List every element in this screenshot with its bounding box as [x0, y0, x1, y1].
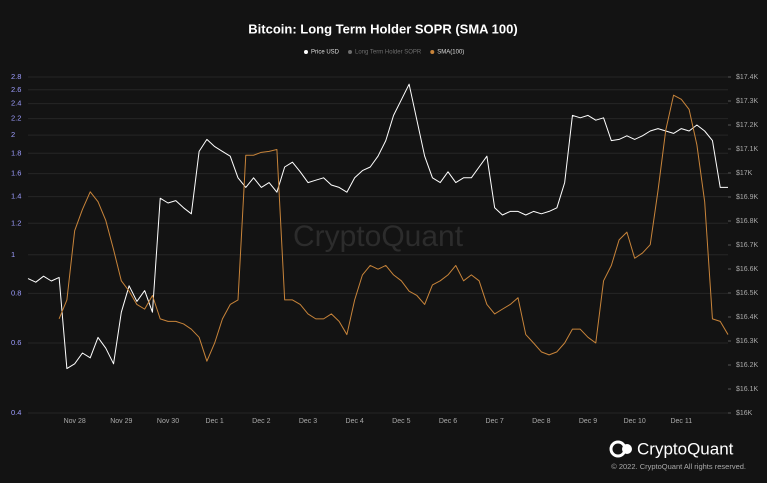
y-tick-label: 1.8	[11, 148, 21, 157]
y-tick-label: 2.8	[11, 72, 21, 81]
x-tick-label: Dec 8	[532, 418, 550, 425]
x-tick-label: Dec 10	[624, 418, 646, 425]
y2-tick-label: $16K	[736, 410, 753, 417]
x-tick-label: Dec 11	[670, 418, 692, 425]
y2-tick-label: $17.2K	[736, 122, 759, 129]
x-tick-label: Dec 4	[346, 418, 364, 425]
x-tick-label: Nov 28	[64, 418, 86, 425]
y2-tick-label: $16.8K	[736, 218, 759, 225]
series-line	[58, 94, 729, 362]
x-tick-label: Dec 7	[486, 418, 504, 425]
chart-title: Bitcoin: Long Term Holder SOPR (SMA 100)	[248, 21, 517, 36]
y2-tick-label: $16.2K	[736, 362, 759, 369]
y2-tick-label: $16.1K	[736, 386, 759, 393]
y-tick-label: 2.2	[11, 114, 21, 123]
y2-tick-label: $17.3K	[736, 98, 759, 105]
legend-marker	[304, 50, 308, 54]
brand-logo	[609, 440, 632, 458]
y2-tick-label: $16.4K	[736, 314, 759, 321]
legend-label: Long Term Holder SOPR	[355, 50, 422, 56]
y-tick-label: 0.6	[11, 338, 21, 347]
x-tick-label: Dec 1	[206, 418, 224, 425]
y-tick-label: 0.4	[11, 408, 21, 417]
watermark: CryptoQuant	[293, 220, 464, 253]
y2-tick-label: $17.4K	[736, 74, 759, 81]
x-tick-label: Dec 9	[579, 418, 597, 425]
y-tick-label: 1.6	[11, 169, 21, 178]
x-tick-label: Nov 30	[157, 418, 179, 425]
y2-tick-label: $16.6K	[736, 266, 759, 273]
x-tick-label: Dec 5	[392, 418, 410, 425]
series-line	[27, 83, 728, 370]
x-tick-label: Dec 2	[252, 418, 270, 425]
y-tick-label: 1.2	[11, 218, 21, 227]
y-tick-label: 2	[11, 130, 15, 139]
x-tick-label: Nov 29	[110, 418, 132, 425]
legend-label: Price USD	[311, 50, 340, 56]
legend-marker	[430, 50, 435, 54]
legend-label: SMA(100)	[437, 50, 464, 56]
y2-tick-label: $17.1K	[736, 146, 759, 153]
y-tick-label: 0.8	[11, 288, 21, 297]
copyright: © 2022. CryptoQuant All rights reserved.	[611, 462, 746, 471]
y-tick-label: 1	[11, 250, 15, 259]
x-tick-label: Dec 3	[299, 418, 317, 425]
y2-tick-label: $16.7K	[736, 242, 759, 249]
y2-tick-label: $16.9K	[736, 194, 759, 201]
y2-tick-label: $17K	[736, 170, 753, 177]
x-tick-label: Dec 6	[439, 418, 457, 425]
brand: CryptoQuant	[637, 439, 734, 458]
y2-tick-label: $16.5K	[736, 290, 759, 297]
y-tick-label: 1.4	[11, 192, 21, 201]
legend-marker	[348, 50, 353, 54]
y-tick-label: 2.6	[11, 85, 21, 94]
y-tick-label: 2.4	[11, 99, 21, 108]
y2-tick-label: $16.3K	[736, 338, 759, 345]
